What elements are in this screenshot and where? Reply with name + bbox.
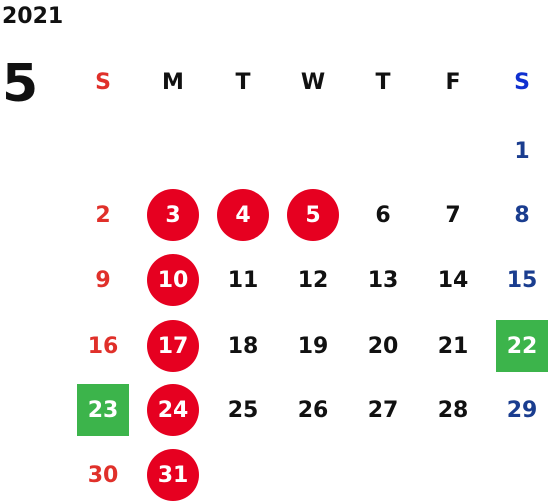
year-label: 2021 [2,4,64,29]
weekday-header: T [235,69,251,95]
weekday-header: F [445,69,461,95]
calendar-day[interactable]: 28 [437,397,469,423]
weekday-header: W [300,69,326,95]
calendar-day[interactable]: 11 [227,267,259,293]
weekday-header: T [375,69,391,95]
calendar-day[interactable]: 13 [367,267,399,293]
weekday-header: S [514,69,530,95]
calendar-day[interactable]: 14 [437,267,469,293]
month-label: 5 [2,54,39,114]
calendar-day[interactable]: 29 [506,397,538,423]
holiday-day[interactable]: 31 [147,449,199,501]
calendar-day[interactable]: 19 [297,333,329,359]
holiday-day[interactable]: 3 [147,189,199,241]
calendar-day[interactable]: 18 [227,333,259,359]
calendar-day[interactable]: 8 [514,202,530,228]
calendar-day[interactable]: 20 [367,333,399,359]
calendar-day[interactable]: 25 [227,397,259,423]
calendar-day[interactable]: 1 [514,138,530,164]
weekday-header: M [162,69,184,95]
calendar-day[interactable]: 30 [87,462,119,488]
calendar-day[interactable]: 7 [445,202,461,228]
holiday-day[interactable]: 24 [147,384,199,436]
weekday-header: S [95,69,111,95]
calendar-day[interactable]: 2 [95,202,111,228]
calendar-day[interactable]: 6 [375,202,391,228]
calendar-day[interactable]: 27 [367,397,399,423]
holiday-day[interactable]: 4 [217,189,269,241]
calendar-day[interactable]: 15 [506,267,538,293]
calendar-day[interactable]: 16 [87,333,119,359]
special-day[interactable]: 22 [496,320,548,372]
calendar-day[interactable]: 26 [297,397,329,423]
calendar-day[interactable]: 21 [437,333,469,359]
holiday-day[interactable]: 5 [287,189,339,241]
special-day[interactable]: 23 [77,384,129,436]
calendar-day[interactable]: 9 [95,267,111,293]
holiday-day[interactable]: 10 [147,254,199,306]
holiday-day[interactable]: 17 [147,320,199,372]
calendar-day[interactable]: 12 [297,267,329,293]
